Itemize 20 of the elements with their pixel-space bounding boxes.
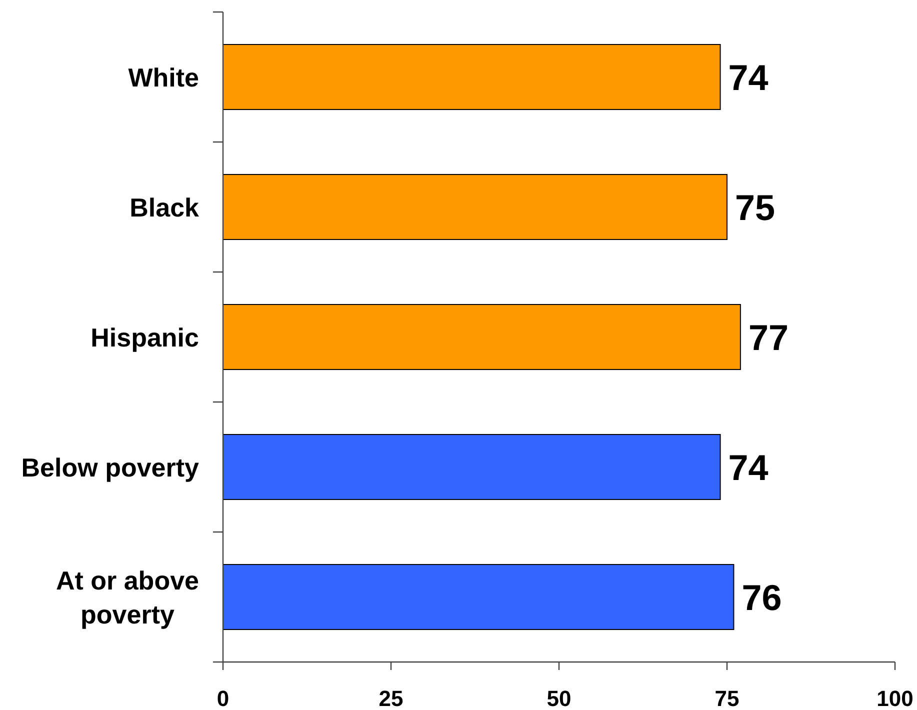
x-tick-label: 75	[714, 686, 740, 710]
x-tick-label: 100	[876, 686, 914, 710]
bar	[222, 44, 721, 110]
x-tick-label: 50	[546, 686, 572, 710]
y-tick-label: White	[128, 62, 199, 92]
y-tick-label: Below poverty	[21, 452, 200, 482]
bar	[222, 564, 734, 630]
data-label: 74	[728, 56, 768, 98]
y-tick-label: Hispanic	[90, 322, 199, 352]
bar	[222, 434, 721, 500]
data-label: 75	[735, 186, 776, 228]
y-tick-label: Black	[130, 192, 200, 222]
x-tick-label: 25	[378, 686, 404, 710]
x-tick-label: 0	[216, 686, 230, 710]
data-label: 74	[728, 446, 768, 488]
data-label: 77	[748, 316, 788, 358]
bar	[222, 304, 741, 370]
data-label: 76	[742, 576, 782, 618]
y-tick-label: At or above poverty	[56, 565, 200, 630]
bar	[222, 174, 728, 240]
